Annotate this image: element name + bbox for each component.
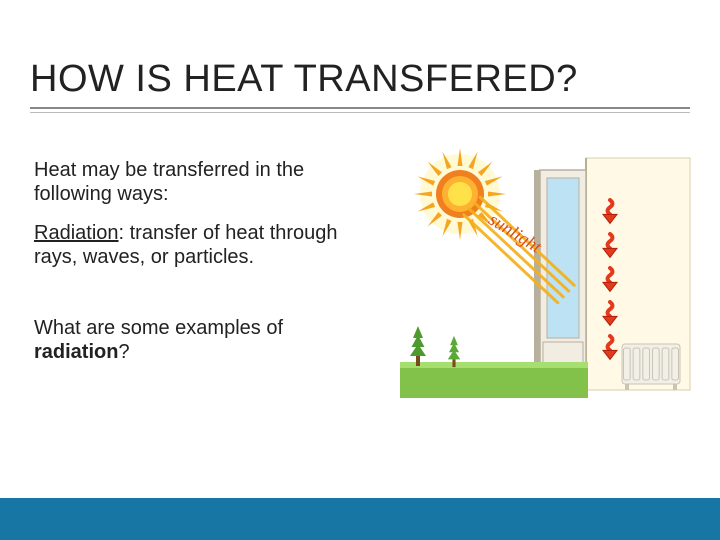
slide: HOW IS HEAT TRANSFERED? Heat may be tran… (0, 0, 720, 540)
body-text: Heat may be transferred in the following… (34, 158, 366, 284)
question-paragraph: What are some examples of radiation? (34, 316, 366, 365)
radiation-illustration (400, 148, 700, 408)
question-prefix: What are some examples of (34, 317, 283, 339)
title-block: HOW IS HEAT TRANSFERED? (30, 58, 690, 113)
page-title: HOW IS HEAT TRANSFERED? (30, 58, 690, 101)
question-bold: radiation (34, 341, 118, 363)
radiation-term: Radiation (34, 222, 119, 244)
footer-bar (0, 498, 720, 540)
radiation-definition: Radiation: transfer of heat through rays… (34, 221, 366, 270)
intro-paragraph: Heat may be transferred in the following… (34, 158, 366, 207)
title-divider-2 (30, 112, 690, 113)
title-divider-1 (30, 107, 690, 109)
question-suffix: ? (118, 341, 129, 363)
